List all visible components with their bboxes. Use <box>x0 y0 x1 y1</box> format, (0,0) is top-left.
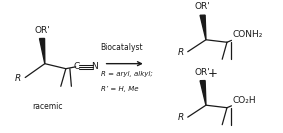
Text: Biocatalyst: Biocatalyst <box>100 43 143 52</box>
Text: CO₂H: CO₂H <box>233 95 256 105</box>
Text: OR': OR' <box>34 26 50 35</box>
Text: OR': OR' <box>195 2 211 11</box>
Text: R: R <box>177 113 184 122</box>
Text: CONH₂: CONH₂ <box>233 30 263 39</box>
Polygon shape <box>200 15 206 40</box>
Polygon shape <box>40 38 45 64</box>
Text: R = aryl, alkyl;: R = aryl, alkyl; <box>101 71 153 77</box>
Text: OR': OR' <box>195 68 211 77</box>
Text: R: R <box>177 48 184 57</box>
Text: racemic: racemic <box>32 103 63 111</box>
Text: N: N <box>91 62 98 71</box>
Text: +: + <box>208 67 218 80</box>
Polygon shape <box>200 81 206 105</box>
Text: R’ = H, Me: R’ = H, Me <box>101 86 138 92</box>
Text: R: R <box>15 74 21 83</box>
Text: C: C <box>74 62 80 71</box>
